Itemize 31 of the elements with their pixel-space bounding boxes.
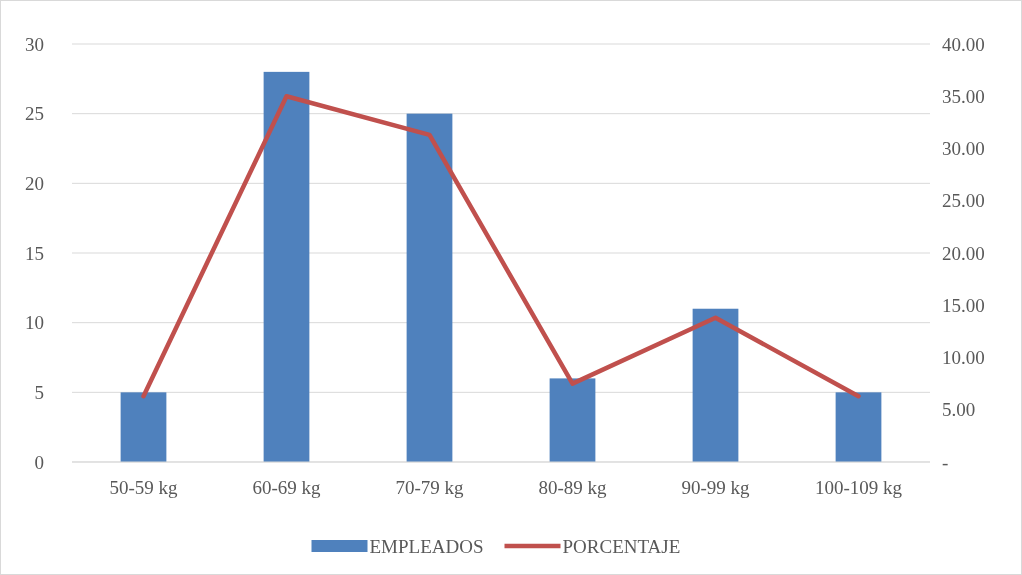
- y2-tick-label: 35.00: [942, 85, 985, 107]
- x-tick-label: 100-109 kg: [814, 477, 903, 498]
- x-tick-label: 70-79 kg: [395, 477, 465, 498]
- y-tick-label: 10: [25, 312, 44, 334]
- x-tick-label: 90-99 kg: [681, 477, 751, 498]
- bar: [120, 392, 167, 462]
- y2-tick-label: 15.00: [942, 294, 985, 316]
- legend-label: PORCENTAJE: [562, 535, 681, 557]
- bar: [263, 71, 310, 462]
- line-series: [141, 94, 861, 399]
- y-tick-label: 0: [34, 451, 44, 473]
- y2-tick-label: 10.00: [942, 347, 985, 369]
- y-tick-label: 25: [25, 103, 44, 125]
- y2-tick-label: 20.00: [942, 242, 985, 264]
- bar: [835, 392, 882, 462]
- y-tick-label: 20: [25, 172, 44, 194]
- y2-tick-label: 30.00: [942, 138, 985, 160]
- bar: [692, 308, 739, 462]
- y-tick-label: 15: [25, 242, 44, 264]
- x-tick-label: 50-59 kg: [109, 477, 179, 498]
- y2-tick-label: 25.00: [942, 190, 985, 212]
- y2-tick-label: 5.00: [942, 399, 976, 421]
- y2-tick-label: 40.00: [942, 33, 985, 55]
- y2-tick-label: -: [942, 451, 949, 473]
- bar: [406, 113, 453, 462]
- legend-label: EMPLEADOS: [369, 535, 484, 557]
- bar: [549, 378, 596, 462]
- x-tick-label: 80-89 kg: [538, 477, 608, 498]
- x-tick-label: 60-69 kg: [252, 477, 322, 498]
- y-tick-label: 5: [34, 381, 44, 403]
- y-tick-label: 30: [25, 33, 44, 55]
